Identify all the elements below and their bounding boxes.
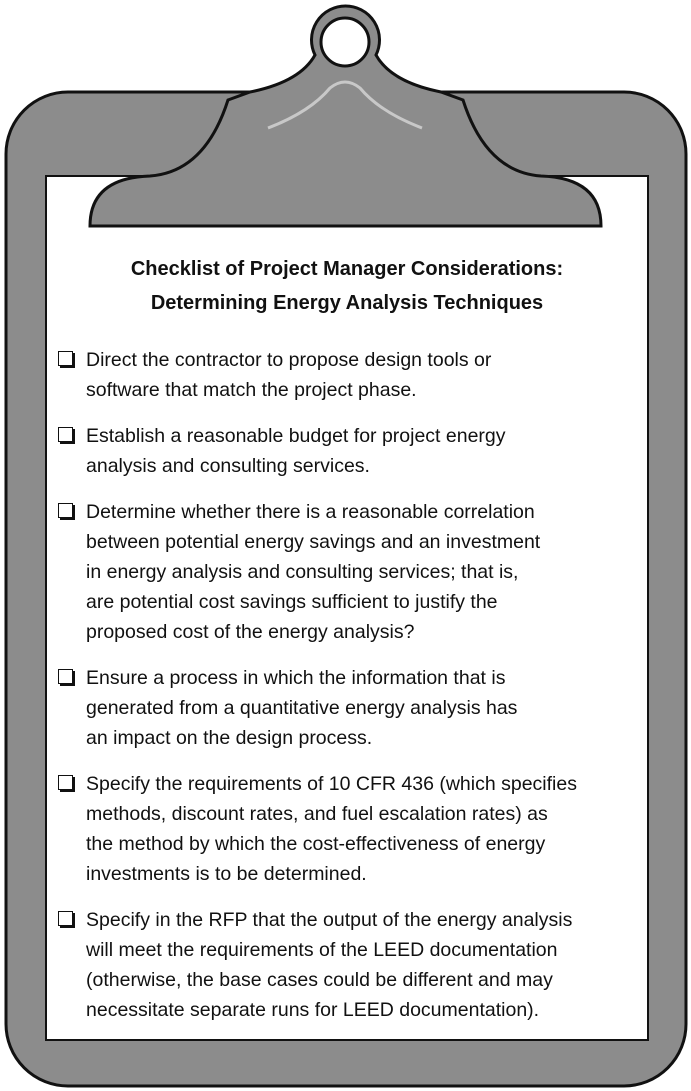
title-line: Checklist of Project Manager Considerati… [46,252,648,286]
item-text: Establish a reasonable budget for projec… [86,421,658,481]
item-line: in energy analysis and consulting servic… [86,557,658,587]
checklist-item: Specify the requirements of 10 CFR 436 (… [58,769,658,889]
item-line: between potential energy savings and an … [86,527,658,557]
checklist-item: Direct the contractor to propose design … [58,345,658,405]
item-line: an impact on the design process. [86,723,658,753]
item-text: Specify the requirements of 10 CFR 436 (… [86,769,658,889]
item-line: proposed cost of the energy analysis? [86,617,658,647]
item-line: generated from a quantitative energy ana… [86,693,658,723]
item-text: Specify in the RFP that the output of th… [86,905,658,1025]
checklist-item: Establish a reasonable budget for projec… [58,421,658,481]
item-line: are potential cost savings sufficient to… [86,587,658,617]
checkbox [58,775,73,790]
item-line: Determine whether there is a reasonable … [86,497,658,527]
item-line: the method by which the cost-effectivene… [86,829,658,859]
item-text: Determine whether there is a reasonable … [86,497,658,647]
title-line: Determining Energy Analysis Techniques [46,286,648,320]
checklist-item: Ensure a process in which the informatio… [58,663,658,753]
checklist-item: Determine whether there is a reasonable … [58,497,658,647]
checkbox [58,911,73,926]
checkbox [58,669,73,684]
item-line: software that match the project phase. [86,375,658,405]
item-text: Ensure a process in which the informatio… [86,663,658,753]
checkbox [58,351,73,366]
checklist: Direct the contractor to propose design … [58,345,658,1041]
item-line: Ensure a process in which the informatio… [86,663,658,693]
item-line: Establish a reasonable budget for projec… [86,421,658,451]
item-text: Direct the contractor to propose design … [86,345,658,405]
item-line: investments is to be determined. [86,859,658,889]
checkbox [58,427,73,442]
checklist-item: Specify in the RFP that the output of th… [58,905,658,1025]
item-line: Specify in the RFP that the output of th… [86,905,658,935]
item-line: necessitate separate runs for LEED docum… [86,995,658,1025]
page: Checklist of Project Manager Considerati… [0,0,691,1091]
checklist-title: Checklist of Project Manager Considerati… [46,252,648,320]
item-line: analysis and consulting services. [86,451,658,481]
item-line: Direct the contractor to propose design … [86,345,658,375]
checkbox [58,503,73,518]
item-line: Specify the requirements of 10 CFR 436 (… [86,769,658,799]
item-line: methods, discount rates, and fuel escala… [86,799,658,829]
item-line: (otherwise, the base cases could be diff… [86,965,658,995]
item-line: will meet the requirements of the LEED d… [86,935,658,965]
